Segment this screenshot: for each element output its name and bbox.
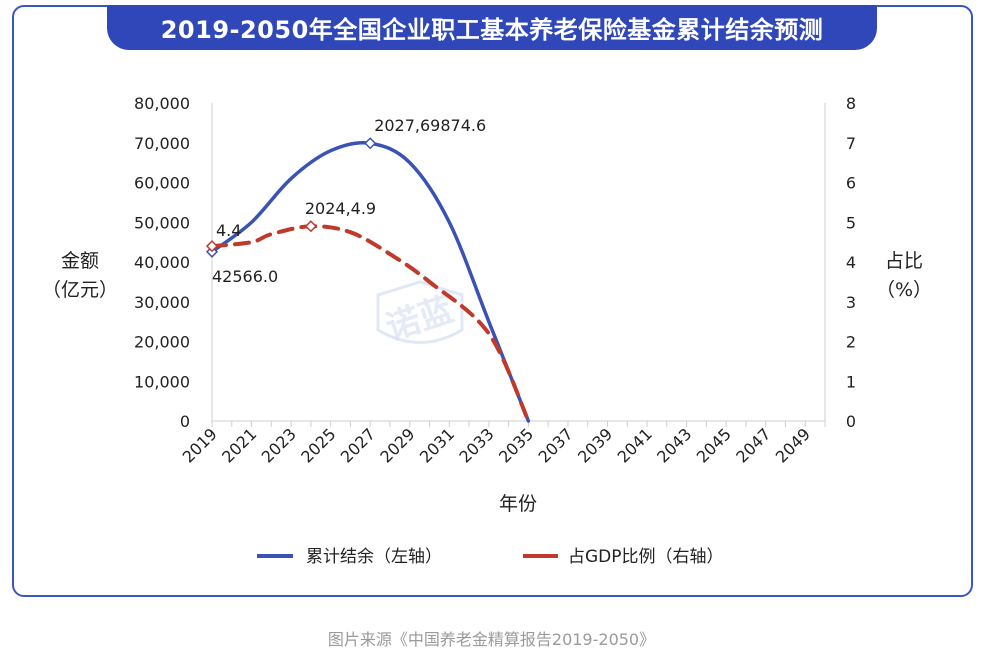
y-right-tick-label: 5 [846, 213, 856, 232]
x-tick-label: 2029 [376, 424, 418, 466]
x-tick-label: 2025 [297, 424, 339, 466]
x-tick-label: 2021 [218, 424, 260, 466]
x-tick-label: 2031 [416, 424, 458, 466]
x-tick-label: 2023 [258, 424, 300, 466]
y-left-tick-label: 70,000 [134, 134, 190, 153]
y-left-title-line1: 金额 [61, 250, 99, 272]
y-left-tick-label: 0 [180, 412, 190, 431]
data-point-marker [205, 240, 219, 253]
x-tick-label: 2045 [693, 424, 735, 466]
legend-label-gdp: 占GDP比例（右轴） [568, 547, 724, 567]
y-right-title-line2: （%） [876, 279, 932, 301]
data-label: 4.4 [216, 221, 241, 240]
x-tick-label: 2033 [455, 424, 497, 466]
x-tick-label: 2047 [732, 424, 774, 466]
x-tick-label: 2035 [495, 424, 537, 466]
y-left-tick-label: 30,000 [134, 293, 190, 312]
chart-frame [12, 5, 973, 597]
y-right-tick-label: 1 [846, 372, 856, 391]
x-tick-label: 2041 [614, 424, 656, 466]
y-left-tick-label: 80,000 [134, 94, 190, 113]
x-tick-label: 2027 [337, 424, 379, 466]
y-right-tick-label: 0 [846, 412, 856, 431]
x-axis-title: 年份 [499, 493, 537, 515]
x-tick-label: 2049 [772, 424, 814, 466]
watermark-text: 诺蓝 [381, 290, 458, 349]
y-right-tick-label: 8 [846, 94, 856, 113]
y-right-title-line1: 占比 [885, 250, 923, 272]
y-left-tick-label: 50,000 [134, 213, 190, 232]
y-left-title-line2: （亿元） [42, 279, 118, 301]
x-tick-label: 2037 [535, 424, 577, 466]
series-0-line [210, 140, 531, 423]
series-1-line [210, 224, 531, 423]
y-left-tick-label: 40,000 [134, 253, 190, 272]
y-right-tick-label: 3 [846, 293, 856, 312]
y-right-tick-label: 6 [846, 174, 856, 193]
y-left-tick-label: 20,000 [134, 333, 190, 352]
watermark-shield-icon [376, 280, 464, 344]
y-right-tick-label: 2 [846, 333, 856, 352]
data-label: 42566.0 [212, 267, 278, 286]
y-left-tick-label: 60,000 [134, 174, 190, 193]
source-caption: 图片来源《中国养老金精算报告2019-2050》 [327, 630, 656, 649]
data-point-marker [364, 137, 377, 150]
legend-label-balance: 累计结余（左轴） [306, 547, 442, 567]
data-label: 2027,69874.6 [374, 116, 486, 135]
data-label: 2024,4.9 [305, 199, 376, 218]
data-point-marker [304, 220, 317, 233]
y-right-tick-label: 4 [846, 253, 856, 272]
y-right-tick-label: 7 [846, 134, 856, 153]
x-tick-label: 2043 [653, 424, 695, 466]
x-tick-label: 2039 [574, 424, 616, 466]
y-left-tick-label: 10,000 [134, 372, 190, 391]
chart-title: 2019-2050年全国企业职工基本养老保险基金累计结余预测 [107, 5, 877, 50]
